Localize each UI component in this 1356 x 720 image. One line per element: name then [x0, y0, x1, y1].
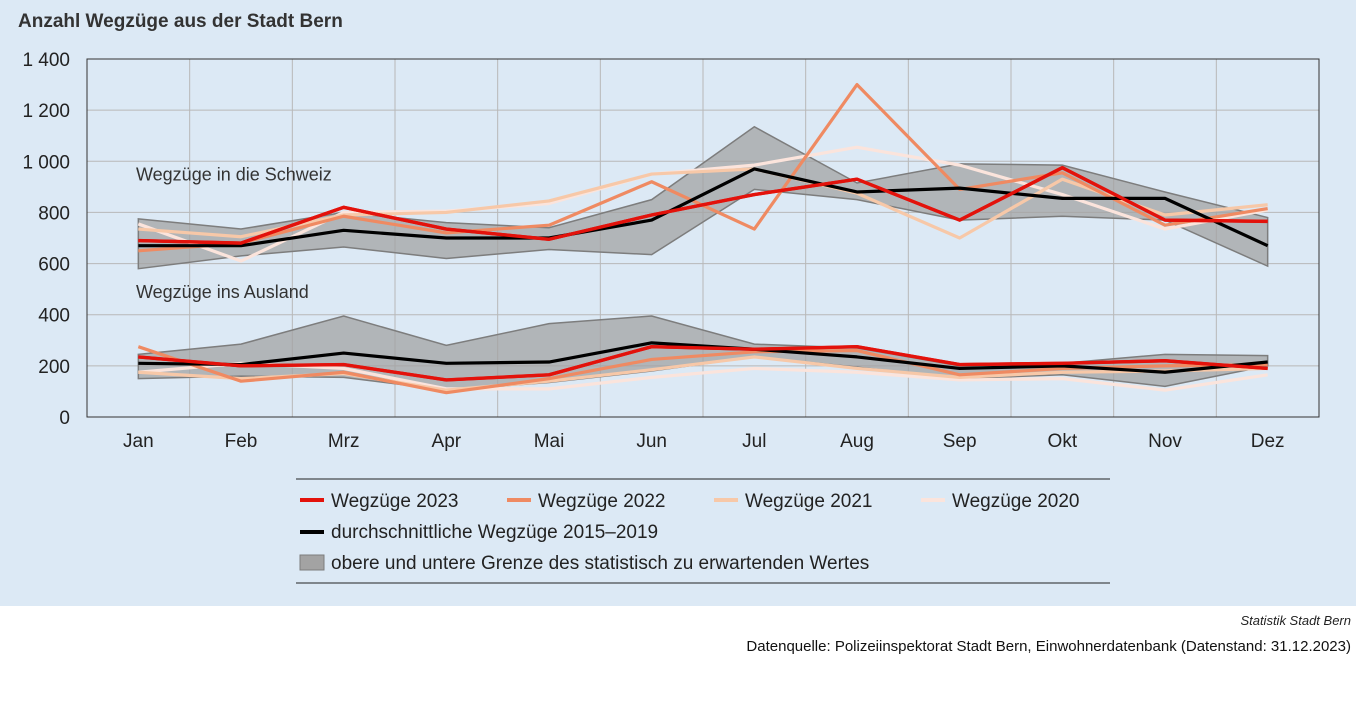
series-line-2023	[138, 165, 1268, 245]
axes: 0 200 400 600 800 1 000 1 200 1 400 Jan Feb Mrz Apr…	[22, 50, 1284, 452]
x-tick-label: Jan	[123, 431, 154, 452]
x-tick-label: Dez	[1251, 431, 1285, 452]
x-tick-label: Aug	[840, 431, 874, 452]
x-tick-label: Apr	[432, 431, 462, 452]
x-tick-label: Jul	[742, 431, 766, 452]
y-tick-label: 400	[38, 306, 70, 327]
average-line	[138, 341, 1268, 374]
y-tick-label: 600	[38, 255, 70, 276]
average-lines	[138, 165, 1269, 382]
group-annotation: Wegzüge in die Schweiz	[136, 164, 332, 184]
legend-swatch-band	[299, 554, 325, 571]
series-line	[138, 167, 1268, 240]
chart: 0 200 400 600 800 1 000 1 200 1 400 Jan Feb Mrz Apr…	[22, 50, 1320, 584]
x-tick-label: Okt	[1048, 431, 1078, 452]
group-annotation: Wegzüge ins Ausland	[136, 282, 309, 302]
x-tick-label: Nov	[1148, 431, 1182, 452]
x-tick-label: Mrz	[328, 431, 360, 452]
legend: Wegzüge 2023 Wegzüge 2022 Wegzüge 2021 Wegz…	[296, 478, 1110, 584]
y-tick-label: 1 200	[22, 101, 70, 122]
plot-border	[86, 58, 1320, 418]
series-line	[138, 361, 1268, 392]
x-tick-label: Sep	[943, 431, 977, 452]
y-tick-label: 0	[59, 408, 70, 429]
y-tick-label: 1 000	[22, 152, 70, 173]
average-line	[138, 167, 1269, 248]
legend-label-average: durchschnittliche Wegzüge 2015–2019	[331, 522, 658, 543]
x-tick-label: Jun	[636, 431, 667, 452]
data-source-note: Datenquelle: Polizeiinspektorat Stadt Be…	[746, 638, 1351, 655]
legend-label: Wegzüge 2023	[331, 491, 458, 512]
chart-title: Anzahl Wegzüge aus der Stadt Bern	[18, 11, 343, 32]
legend-label-band: obere und untere Grenze des statistisch …	[331, 553, 869, 574]
y-tick-label: 800	[38, 203, 70, 224]
series-line-2023	[138, 344, 1268, 382]
expected-range-band	[137, 125, 1269, 270]
annotations: Wegzüge in die Schweiz Wegzüge ins Auslan…	[136, 164, 332, 302]
legend-label: Wegzüge 2021	[745, 491, 872, 512]
y-tick-label: 1 400	[22, 50, 70, 71]
legend-label: Wegzüge 2020	[952, 491, 1079, 512]
plot-frame	[86, 58, 1320, 418]
x-tick-label: Feb	[225, 431, 258, 452]
x-tick-label: Mai	[534, 431, 565, 452]
source-organisation: Statistik Stadt Bern	[1240, 613, 1351, 628]
y-tick-label: 200	[38, 357, 70, 378]
legend-label: Wegzüge 2022	[538, 491, 665, 512]
